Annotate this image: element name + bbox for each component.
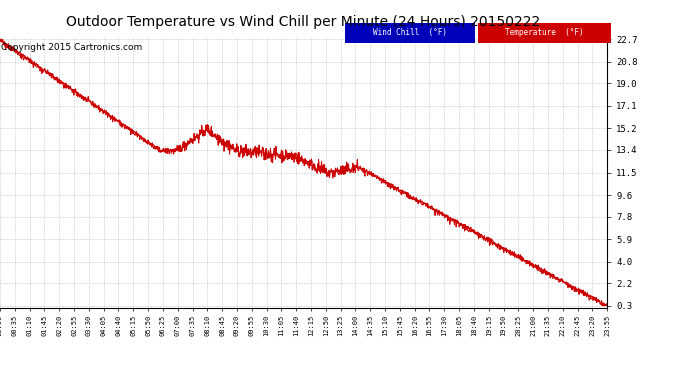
Text: Wind Chill  (°F): Wind Chill (°F) (373, 28, 447, 38)
Text: Copyright 2015 Cartronics.com: Copyright 2015 Cartronics.com (1, 43, 142, 52)
Text: Temperature  (°F): Temperature (°F) (505, 28, 584, 38)
Text: Outdoor Temperature vs Wind Chill per Minute (24 Hours) 20150222: Outdoor Temperature vs Wind Chill per Mi… (66, 15, 541, 29)
FancyBboxPatch shape (345, 22, 475, 43)
FancyBboxPatch shape (477, 22, 611, 43)
